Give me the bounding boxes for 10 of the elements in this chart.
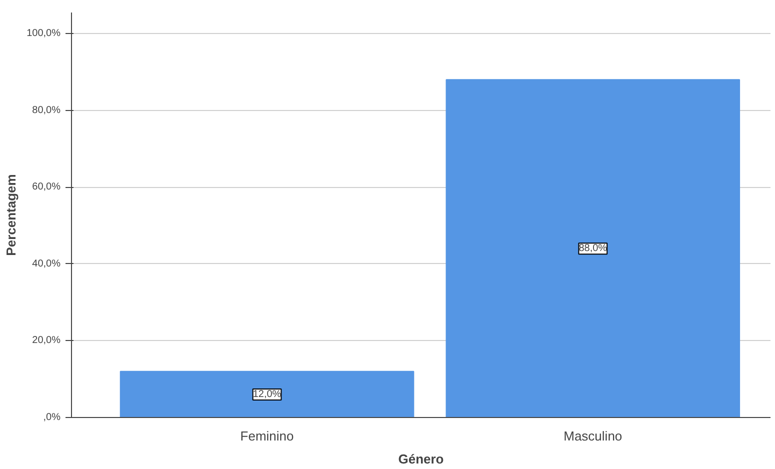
y-tick-label: 20,0% bbox=[32, 335, 61, 346]
y-tick-label: 40,0% bbox=[32, 258, 61, 270]
x-tick-label: Masculino bbox=[564, 428, 622, 444]
x-axis-title: Género bbox=[398, 452, 444, 466]
y-tick-label: 60,0% bbox=[32, 182, 61, 193]
y-tick-label: ,0% bbox=[43, 412, 61, 423]
y-tick-label: 100,0% bbox=[26, 28, 61, 40]
y-axis-title: Percentagem bbox=[4, 174, 19, 256]
x-tick-label: Feminino bbox=[240, 428, 294, 444]
y-tick-label: 80,0% bbox=[32, 104, 61, 116]
